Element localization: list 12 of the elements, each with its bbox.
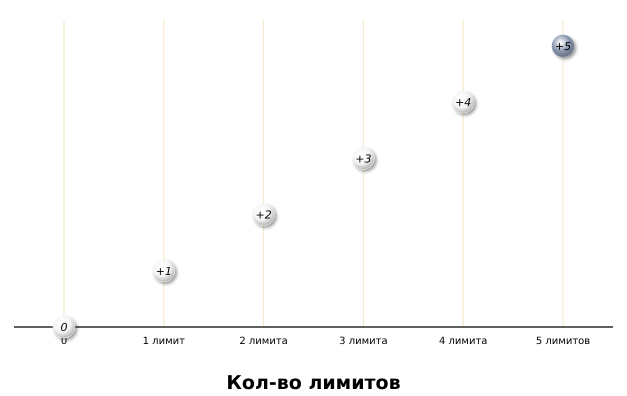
x-tick-label: 1 лимит xyxy=(142,336,186,347)
data-label: +1 xyxy=(156,264,172,278)
data-label: +5 xyxy=(554,40,572,53)
x-tick-label: 3 лимита xyxy=(339,336,388,347)
x-axis-title: Кол-во лимитов xyxy=(226,372,401,394)
x-tick-label: 4 лимита xyxy=(438,336,488,347)
x-tick-label: 5 лимитов xyxy=(536,336,590,347)
data-label: +3 xyxy=(355,152,372,166)
data-label: +4 xyxy=(455,96,472,110)
x-tick-label: 2 лимита xyxy=(239,336,288,347)
data-label: +2 xyxy=(255,208,272,222)
data-label: 0 xyxy=(60,321,68,334)
